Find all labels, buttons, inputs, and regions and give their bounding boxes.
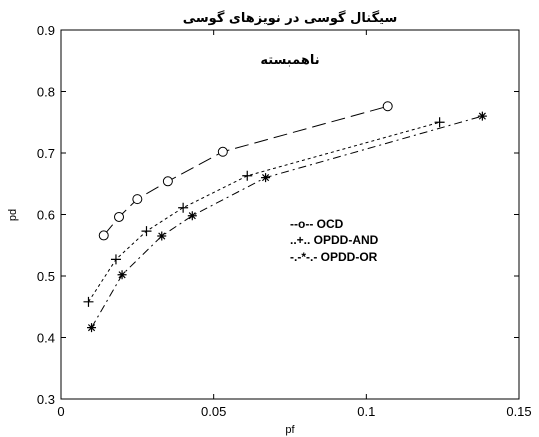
data-point: [477, 111, 487, 121]
data-point: [382, 101, 393, 112]
plot-area: [60, 29, 520, 400]
y-tick-label: 0.7: [37, 146, 55, 161]
data-point: [117, 270, 127, 280]
series-line: [91, 115, 483, 328]
data-point: [83, 296, 94, 307]
y-tick-label: 0.6: [37, 208, 55, 223]
y-tick-label: 0.9: [37, 23, 55, 38]
data-point: [141, 226, 152, 237]
data-point: [157, 231, 167, 241]
data-point: [98, 230, 109, 241]
legend: --o-- OCD ..+.. OPDD-AND -.-*-.- OPDD-OR: [290, 217, 379, 264]
data-point: [132, 194, 143, 205]
y-tick-label: 0.8: [37, 85, 55, 100]
data-point: [178, 202, 189, 213]
legend-entry-opdd-or: -.-*-.- OPDD-OR: [290, 250, 378, 264]
data-point: [242, 170, 253, 181]
series-2: [87, 111, 487, 333]
data-point: [217, 146, 228, 157]
series-layer: [83, 101, 487, 333]
x-tick-label: 0.05: [201, 404, 226, 419]
x-tick-label: 0.1: [357, 404, 375, 419]
chart-title-line1: سیگنال گوسی در نویزهای گوسی: [183, 10, 397, 26]
data-point: [110, 254, 121, 265]
data-point: [162, 176, 173, 187]
chart-title-line2: ناهمبسته: [260, 53, 319, 68]
y-tick-label: 0.5: [37, 269, 55, 284]
data-point: [87, 323, 97, 333]
y-tick-label: 0.4: [37, 331, 55, 346]
data-point: [434, 117, 445, 128]
series-line: [103, 105, 388, 236]
axis-ticks: 0 0.05 0.1 0.15 0.3 0.4 0.5 0.6 0.7 0.8 0.9: [37, 23, 532, 419]
legend-entry-ocd: --o-- OCD: [290, 217, 344, 231]
series-line: [88, 121, 440, 303]
y-axis-label: pd: [7, 209, 19, 221]
x-tick-label: 0.15: [506, 404, 531, 419]
x-axis-label: pf: [285, 424, 295, 436]
data-point: [261, 173, 271, 183]
data-point: [187, 211, 197, 221]
series-1: [83, 117, 445, 307]
data-point: [114, 211, 125, 222]
x-tick-label: 0: [57, 404, 64, 419]
y-tick-label: 0.3: [37, 392, 55, 407]
legend-entry-opdd-and: ..+.. OPDD-AND: [290, 233, 379, 247]
series-0: [98, 101, 393, 241]
